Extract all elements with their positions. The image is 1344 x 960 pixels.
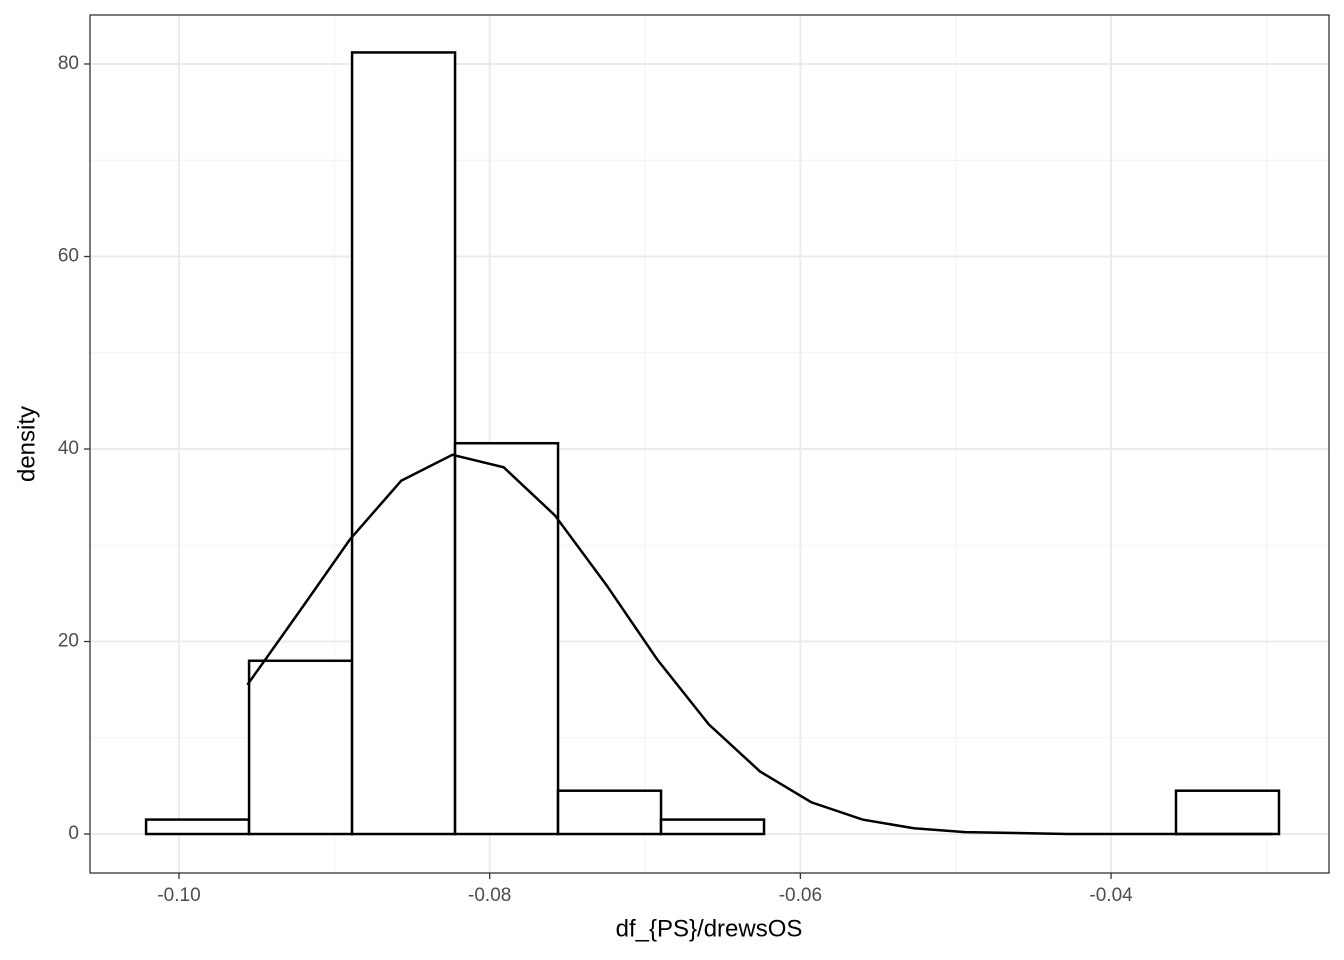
x-tick-label: -0.08 [468,885,511,906]
panel-border [89,14,1330,874]
bar [247,659,354,836]
bar [1174,789,1281,836]
y-tick-label: 60 [58,246,79,267]
x-axis-title: df_{PS}/drewsOS [616,915,803,942]
bar [556,789,663,836]
y-tick-label: 20 [58,631,79,652]
x-tick-label: -0.06 [779,885,822,906]
bar [659,818,766,836]
density-curve [246,453,1273,836]
bar [144,818,251,836]
y-tick-label: 0 [68,823,79,844]
x-tick-label: -0.10 [157,885,200,906]
y-axis-title: density [13,406,40,482]
plot [144,51,1281,836]
y-tick-label: 40 [58,438,79,459]
y-tick-label: 80 [58,53,79,74]
bar [350,51,457,836]
bar [453,441,560,836]
x-tick-label: -0.04 [1089,885,1133,906]
